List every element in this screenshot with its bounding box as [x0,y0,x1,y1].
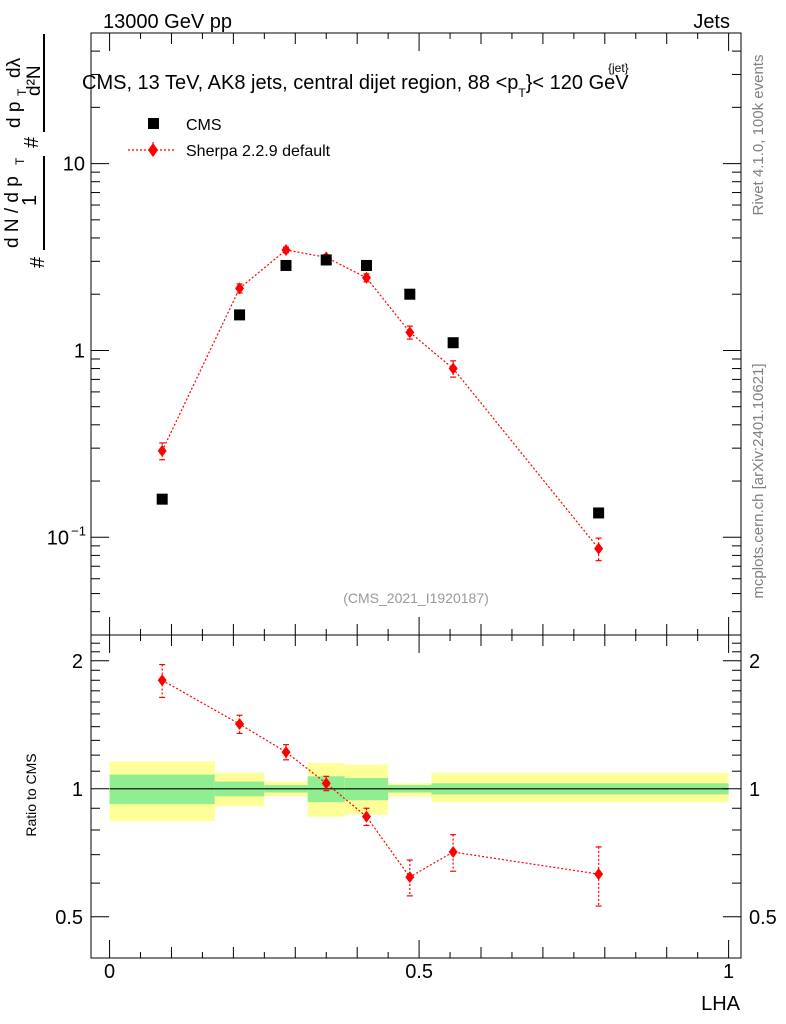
ratio-point [235,718,245,731]
data-point [280,259,292,271]
y-tick-label-ratio-right: 0.5 [749,907,777,929]
rivet-label: Rivet 4.1.0, 100k events [750,55,767,216]
y-title-denominator: d N / d p [2,176,23,248]
mc-point [157,444,167,457]
data-point [360,259,372,271]
mcplots-label: mcplots.cern.ch [arXiv:2401.10621] [750,363,767,598]
y-tick-label-main: 10 [63,154,85,176]
legend-marker-mc [148,143,158,157]
mc-point [594,542,604,555]
y-title-sub-t2: T [15,88,29,96]
ratio-line [161,679,599,878]
ratio-point [594,868,604,881]
jets-label: Jets [693,11,730,33]
y-tick-label-ratio-right: 2 [749,651,760,673]
mc-point [235,282,245,295]
y-title-sub-t: T [13,157,27,165]
energy-label: 13000 GeV pp [103,11,232,33]
y-tick-label-exponent: −1 [71,523,86,538]
data-point [320,254,332,266]
y-tick-label-ratio: 2 [72,651,83,673]
data-point [156,493,168,505]
y-title-lambda: dλ [4,57,25,78]
ratio-point [321,777,331,790]
ratio-point [405,871,415,884]
ratio-bands [109,761,729,821]
y-tick-label-main: 10 [47,527,69,549]
x-tick-label: 0.5 [405,961,433,983]
data-point [593,507,605,519]
x-axis-label: LHA [701,993,741,1015]
y-tick-label-ratio: 1 [72,779,83,801]
y-tick-label-main: 1 [74,340,85,362]
y-title-hash-2: # [21,136,43,148]
ratio-point [281,746,291,759]
x-tick-label: 0 [104,961,115,983]
y-tick-label-ratio-right: 1 [749,779,760,801]
mc-point [281,243,291,256]
plot-title-tail: }< 120 GeV [526,72,630,94]
mc-point [361,271,371,284]
mc-point [405,326,415,339]
x-tick-label: 1 [723,961,734,983]
data-point [447,337,459,349]
ratio-panel [157,663,604,907]
main-panel [156,243,605,562]
y-axis-title: # 1 d N / d p T # d²N d p T dλ [2,34,49,268]
plot-title-main: CMS, 13 TeV, AK8 jets, central dijet reg… [82,72,518,94]
analysis-id: (CMS_2021_I1920187) [343,590,489,606]
ratio-ylabel: Ratio to CMS [23,753,39,836]
mc-line [161,249,600,549]
ratio-point [157,674,167,687]
y-title-hash: # [27,256,49,268]
ratio-point [361,810,371,823]
legend-label-mc: Sherpa 2.2.9 default [186,143,331,160]
mc-point [448,362,458,375]
y-title-num: d²N [24,65,45,96]
plot-title: CMS, 13 TeV, AK8 jets, central dijet reg… [82,72,629,100]
data-point [234,309,246,321]
plot-title-sup: {jet} [608,61,629,75]
ratio-point [448,846,458,859]
ratio-frame [90,634,742,959]
plot-title-sub: T [518,86,526,100]
legend-marker-cms [148,118,159,129]
legend-label-cms: CMS [186,117,222,134]
y-title-den2: d p [4,102,25,128]
y-title-one: 1 [19,195,41,206]
data-point [404,288,416,300]
y-tick-label-ratio: 0.5 [55,907,83,929]
